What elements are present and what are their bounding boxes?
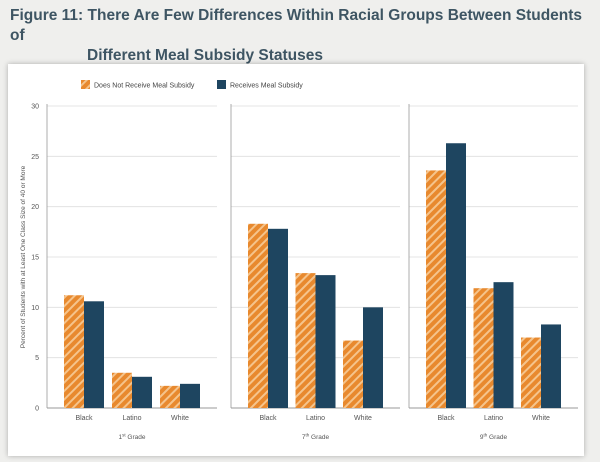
legend-label-does-not-receive: Does Not Receive Meal Subsidy [94,83,195,90]
bar-black-subsidy [268,228,288,408]
grade-label: 1st Grade [118,433,145,442]
bar-black-subsidy [84,301,104,408]
bar-latino-no-subsidy [473,288,494,408]
bar-white-no-subsidy [521,337,541,408]
bar-latino-no-subsidy [295,273,316,408]
legend-swatch-does-not-receive [81,80,90,89]
bar-white-no-subsidy [343,340,363,408]
bar-black-subsidy [446,143,466,408]
figure-title-line-2: Different Meal Subsidy Statuses [87,47,324,64]
y-tick-label: 30 [31,104,39,111]
bar-white-subsidy [180,383,200,408]
bar-black-no-subsidy [64,295,84,408]
bar-black-no-subsidy [248,223,268,408]
grade-label: 7th Grade [302,433,330,442]
bar-white-no-subsidy [160,385,180,408]
x-category-label: White [171,415,189,422]
y-tick-label: 20 [31,204,39,211]
legend-label-receives: Receives Meal Subsidy [230,83,303,90]
y-axis-label: Percent of Students with at Least One Cl… [20,165,27,348]
bar-latino-subsidy [493,282,514,408]
x-category-label: Latino [484,415,503,422]
legend-swatch-receives [217,80,226,89]
bar-chart: Does Not Receive Meal Subsidy Receives M… [20,80,578,442]
y-tick-label: 25 [31,154,39,161]
bars [64,143,561,408]
x-category-label: Latino [122,415,141,422]
chart-card: Does Not Receive Meal Subsidy Receives M… [8,64,584,456]
bar-black-no-subsidy [426,170,446,408]
x-category-label: Black [75,415,93,422]
bar-latino-no-subsidy [112,372,132,408]
bar-latino-subsidy [132,376,152,408]
x-category-label: Black [437,415,455,422]
bar-latino-subsidy [315,275,336,408]
figure-title: Figure 11: There Are Few Differences Wit… [10,6,595,66]
y-tick-label: 10 [31,305,39,312]
x-category-label: Black [259,415,277,422]
legend: Does Not Receive Meal Subsidy Receives M… [81,80,303,90]
x-category-label: White [532,415,550,422]
axis-labels: 0 5 10 15 20 25 30 Black Latino White 1st Grade Bla… [31,104,550,442]
bar-white-subsidy [363,307,383,408]
x-category-label: White [354,415,372,422]
bar-white-subsidy [541,324,561,408]
y-tick-label: 15 [31,255,39,262]
figure-title-line-1: Figure 11: There Are Few Differences Wit… [10,7,583,44]
y-tick-label: 0 [35,406,39,413]
y-tick-label: 5 [35,355,39,362]
x-category-label: Latino [306,415,325,422]
grade-label: 9th Grade [480,433,508,442]
